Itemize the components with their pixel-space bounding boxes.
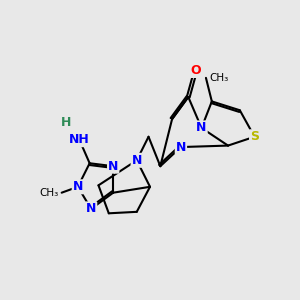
- Text: S: S: [250, 130, 259, 143]
- Text: N: N: [73, 180, 83, 193]
- Text: N: N: [108, 160, 119, 173]
- Text: N: N: [196, 122, 207, 134]
- Text: N: N: [176, 141, 186, 154]
- Text: CH₃: CH₃: [209, 73, 228, 83]
- Text: H: H: [61, 116, 71, 128]
- Text: O: O: [190, 64, 201, 77]
- Text: CH₃: CH₃: [40, 188, 59, 198]
- Text: N: N: [86, 202, 96, 215]
- Text: NH: NH: [69, 133, 90, 146]
- Text: N: N: [132, 154, 142, 167]
